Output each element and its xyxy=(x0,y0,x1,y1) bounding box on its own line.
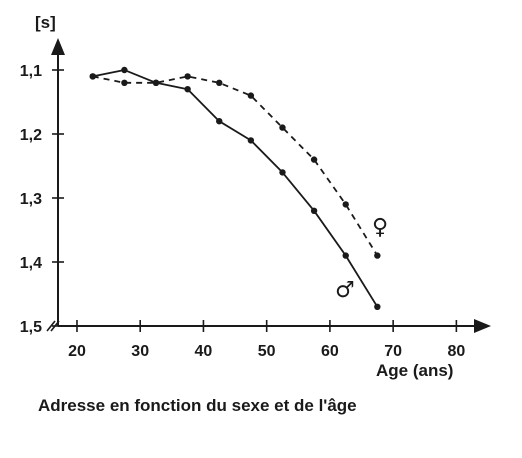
series-line-male xyxy=(92,69,379,308)
data-point xyxy=(374,303,381,310)
series-label: ♂ xyxy=(335,278,355,303)
data-point xyxy=(89,73,96,80)
y-tick-label: 1,1 xyxy=(20,63,42,80)
x-axis-arrow xyxy=(474,319,491,333)
x-tick-label: 70 xyxy=(384,343,402,360)
data-point xyxy=(216,118,223,125)
axis-break-mark xyxy=(46,320,56,332)
data-point xyxy=(121,66,128,74)
series-label: ♀ xyxy=(372,215,388,240)
data-point xyxy=(342,252,349,259)
data-point xyxy=(247,92,255,99)
y-tick-label: 1,2 xyxy=(20,127,42,144)
data-point xyxy=(247,137,255,144)
data-point xyxy=(184,73,191,80)
y-tick-label: 1,5 xyxy=(20,319,42,336)
labels: [s] Age (ans) Adresse en fonction du sex… xyxy=(35,13,453,415)
x-tick-label: 40 xyxy=(195,343,213,360)
x-tick-label: 30 xyxy=(131,343,149,360)
data-point xyxy=(310,156,318,163)
data-point xyxy=(342,201,349,208)
ticks: 1,1 1,2 1,3 1,4 1,5 20 30 40 50 60 70 80 xyxy=(20,63,466,360)
y-axis-arrow xyxy=(51,38,65,55)
data-point xyxy=(374,252,381,259)
x-axis-title: Age (ans) xyxy=(376,361,453,380)
series-line-female xyxy=(92,75,379,257)
axes xyxy=(46,38,491,333)
data-point xyxy=(279,169,286,176)
data-point xyxy=(121,79,128,87)
data-point xyxy=(216,79,223,87)
data-point xyxy=(279,124,286,131)
x-tick-label: 50 xyxy=(258,343,276,360)
data-point xyxy=(152,79,160,87)
x-tick-label: 80 xyxy=(447,343,465,360)
y-tick-label: 1,3 xyxy=(20,191,42,208)
y-axis-title: [s] xyxy=(35,13,56,32)
data-point xyxy=(310,207,318,214)
series-layer: ♂♀ xyxy=(89,66,388,310)
y-tick-label: 1,4 xyxy=(20,255,42,272)
x-tick-label: 20 xyxy=(68,343,86,360)
data-point xyxy=(184,86,191,93)
x-tick-label: 60 xyxy=(321,343,339,360)
chart-caption: Adresse en fonction du sexe et de l'âge xyxy=(38,396,357,415)
